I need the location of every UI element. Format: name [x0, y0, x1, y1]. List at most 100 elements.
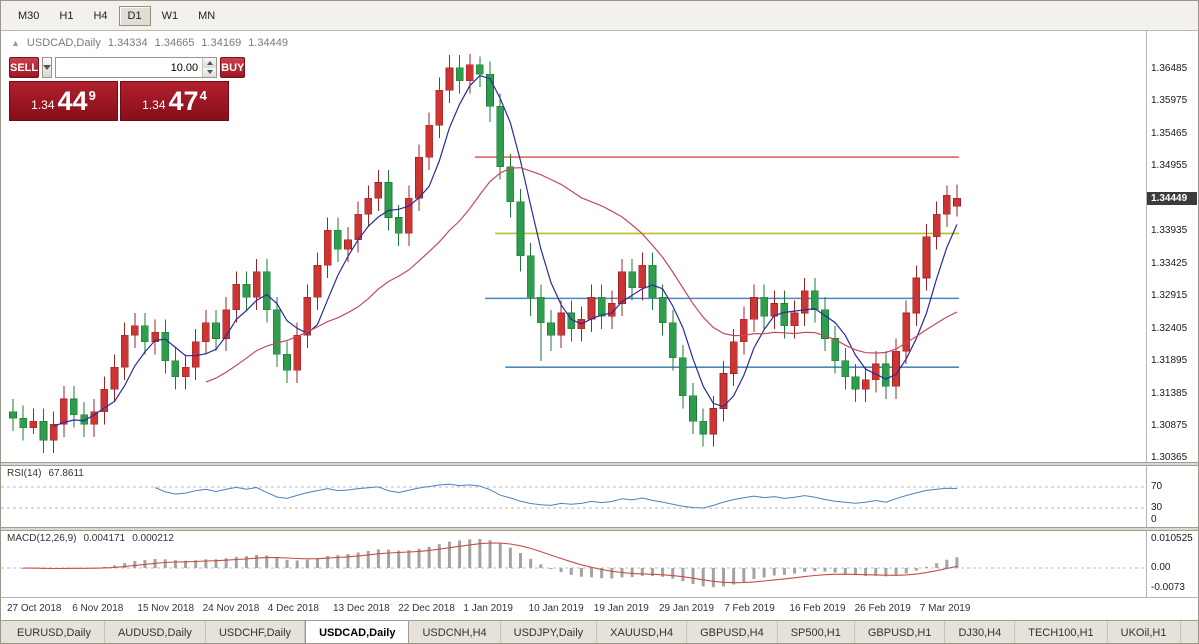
tab-usdchf-daily[interactable]: USDCHF,Daily [206, 621, 306, 643]
rsi-level-label: 30 [1151, 502, 1163, 513]
date-axis-label: 19 Jan 2019 [593, 603, 649, 614]
tab-tech100-h1[interactable]: TECH100,H1 [1015, 621, 1108, 643]
buy-price-sup: 4 [199, 88, 207, 103]
rsi-axis[interactable]: 70 30 0 [1146, 466, 1198, 527]
date-axis-label: 1 Jan 2019 [463, 603, 513, 614]
chart-open-value: 1.34334 [107, 37, 148, 49]
sell-price-display[interactable]: 1.34 44 9 [9, 81, 118, 121]
tab-eurusd-daily[interactable]: EURUSD,Daily [4, 621, 105, 643]
date-axis-label: 10 Jan 2019 [528, 603, 584, 614]
macd-main-value: 0.004171 [83, 533, 126, 544]
price-axis[interactable]: 1.34449 1.36485 1.35975 1.35465 1.34955 1.33… [1146, 31, 1198, 464]
price-axis-label: 1.35465 [1151, 127, 1188, 139]
date-axis-label: 15 Nov 2018 [137, 603, 195, 614]
rsi-level-label: 0 [1151, 514, 1157, 525]
macd-chart-canvas[interactable] [1, 531, 1148, 597]
macd-signal-value: 0.000212 [132, 533, 174, 544]
macd-axis[interactable]: 0.010525 0.00 -0.0073 [1146, 531, 1198, 597]
date-axis-label: 6 Nov 2018 [72, 603, 124, 614]
date-axis-label: 13 Dec 2018 [333, 603, 390, 614]
rsi-panel: RSI(14) 67.8611 70 30 0 [1, 466, 1198, 527]
volume-decrease-button[interactable] [203, 67, 217, 77]
chart-tab-bar: EURUSD,Daily AUDUSD,Daily USDCHF,Daily USDC… [1, 620, 1198, 643]
rsi-chart-canvas[interactable] [1, 466, 1148, 527]
chart-high-value: 1.34665 [154, 37, 195, 49]
triangle-down-icon [206, 70, 213, 75]
macd-level-label: 0.00 [1151, 562, 1171, 573]
rsi-label: RSI(14) 67.8611 [7, 468, 84, 479]
current-price-tag: 1.34449 [1147, 191, 1197, 205]
tab-ukoil-h1[interactable]: UKOil,H1 [1108, 621, 1181, 643]
timeframe-button-h1[interactable]: H1 [50, 6, 82, 26]
price-axis-label: 1.31895 [1151, 355, 1188, 367]
macd-name: MACD(12,26,9) [7, 533, 77, 544]
date-axis-label: 26 Feb 2019 [854, 603, 911, 614]
tab-dj30-h4[interactable]: DJ30,H4 [945, 621, 1016, 643]
tab-gbpusd-h1[interactable]: GBPUSD,H1 [855, 621, 946, 643]
rsi-value: 67.8611 [48, 468, 84, 479]
price-axis-label: 1.36485 [1151, 62, 1188, 74]
date-axis-label: 29 Jan 2019 [659, 603, 715, 614]
date-axis-label: 7 Mar 2019 [919, 603, 971, 614]
macd-label: MACD(12,26,9) 0.004171 0.000212 [7, 533, 174, 544]
price-axis-label: 1.31385 [1151, 387, 1188, 399]
chevron-down-icon [43, 65, 52, 70]
chart-title: ▲ USDCAD,Daily 1.34334 1.34665 1.34169 1… [11, 37, 288, 49]
rsi-level-label: 70 [1151, 481, 1163, 492]
date-axis-label: 7 Feb 2019 [724, 603, 775, 614]
price-axis-label: 1.34955 [1151, 160, 1188, 172]
date-axis-label: 22 Dec 2018 [398, 603, 455, 614]
timeframe-button-h4[interactable]: H4 [84, 6, 116, 26]
chart-close-value: 1.34449 [248, 37, 288, 49]
volume-field-wrap [55, 57, 218, 78]
price-axis-label: 1.35975 [1151, 95, 1188, 107]
volume-stepper [202, 58, 217, 77]
sell-button[interactable]: SELL [9, 57, 40, 78]
buy-button[interactable]: BUY [220, 57, 246, 78]
main-chart-panel: ▲ USDCAD,Daily 1.34334 1.34665 1.34169 1… [1, 31, 1198, 464]
price-axis-label: 1.30365 [1151, 452, 1188, 464]
tab-usdcad-daily[interactable]: USDCAD,Daily [305, 621, 410, 643]
tab-xauusd-h4[interactable]: XAUUSD,H4 [597, 621, 688, 643]
tab-sp500-h1[interactable]: SP500,H1 [778, 621, 855, 643]
buy-price-big: 47 [168, 85, 199, 116]
panel-splitter[interactable] [1, 462, 1198, 466]
buy-price-display[interactable]: 1.34 47 4 [120, 81, 229, 121]
candlestick-chart-canvas[interactable] [1, 31, 1148, 462]
price-axis-label: 1.33425 [1151, 257, 1188, 269]
triangle-up-icon [206, 60, 213, 65]
macd-level-label: 0.010525 [1151, 533, 1193, 544]
timeframe-toolbar: M30 H1 H4 D1 W1 MN [1, 1, 1198, 31]
date-axis-label: 24 Nov 2018 [202, 603, 260, 614]
price-axis-label: 1.33935 [1151, 225, 1188, 237]
tab-usdjpy-daily[interactable]: USDJPY,Daily [501, 621, 598, 643]
tab-audusd-daily[interactable]: AUDUSD,Daily [105, 621, 206, 643]
volume-increase-button[interactable] [203, 58, 217, 68]
date-axis-label: 27 Oct 2018 [7, 603, 62, 614]
volume-dropdown-button[interactable] [42, 57, 53, 78]
date-axis-label: 4 Dec 2018 [267, 603, 319, 614]
buy-price-prefix: 1.34 [142, 98, 166, 112]
sell-price-big: 44 [57, 85, 88, 116]
tab-gbpusd-h4[interactable]: GBPUSD,H4 [687, 621, 778, 643]
panel-splitter[interactable] [1, 527, 1198, 531]
one-click-trading-panel: SELL BUY 1.34 44 9 [9, 57, 246, 121]
price-axis-label: 1.30875 [1151, 420, 1188, 432]
chart-marker-icon: ▲ [11, 38, 20, 48]
date-axis[interactable]: 27 Oct 2018 6 Nov 2018 15 Nov 2018 24 Nov 2… [1, 597, 1198, 620]
timeframe-button-d1[interactable]: D1 [118, 5, 151, 26]
timeframe-button-mn[interactable]: MN [189, 6, 224, 26]
macd-panel: MACD(12,26,9) 0.004171 0.000212 0.010525… [1, 531, 1198, 597]
price-axis-label: 1.32915 [1151, 290, 1188, 302]
tab-usdcnh-h4[interactable]: USDCNH,H4 [409, 621, 501, 643]
macd-level-label: -0.0073 [1151, 582, 1185, 594]
rsi-name: RSI(14) [7, 468, 42, 479]
timeframe-button-m30[interactable]: M30 [9, 6, 48, 26]
timeframe-button-w1[interactable]: W1 [153, 6, 188, 26]
chart-low-value: 1.34169 [201, 37, 242, 49]
chart-symbol-label: USDCAD,Daily [26, 37, 101, 49]
volume-input[interactable] [56, 58, 203, 77]
price-axis-label: 1.32405 [1151, 322, 1188, 334]
date-axis-label: 16 Feb 2019 [789, 603, 846, 614]
